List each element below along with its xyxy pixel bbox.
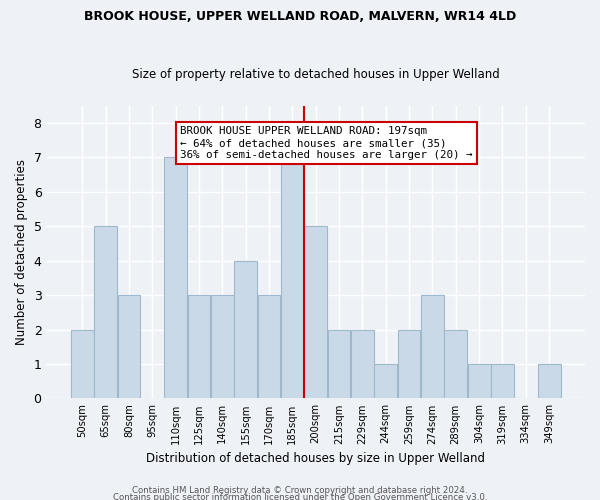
Text: Contains HM Land Registry data © Crown copyright and database right 2024.: Contains HM Land Registry data © Crown c… bbox=[132, 486, 468, 495]
Bar bbox=[94, 226, 117, 398]
Bar bbox=[71, 330, 94, 398]
Title: Size of property relative to detached houses in Upper Welland: Size of property relative to detached ho… bbox=[132, 68, 500, 81]
Bar bbox=[188, 295, 211, 399]
Bar bbox=[281, 158, 304, 398]
Bar bbox=[257, 295, 280, 399]
Bar bbox=[491, 364, 514, 398]
Text: BROOK HOUSE, UPPER WELLAND ROAD, MALVERN, WR14 4LD: BROOK HOUSE, UPPER WELLAND ROAD, MALVERN… bbox=[84, 10, 516, 23]
Bar bbox=[118, 295, 140, 399]
Y-axis label: Number of detached properties: Number of detached properties bbox=[15, 159, 28, 345]
Bar bbox=[164, 158, 187, 398]
Bar bbox=[444, 330, 467, 398]
Bar bbox=[234, 260, 257, 398]
Text: Contains public sector information licensed under the Open Government Licence v3: Contains public sector information licen… bbox=[113, 494, 487, 500]
Bar bbox=[421, 295, 444, 399]
Bar bbox=[467, 364, 491, 398]
Bar bbox=[398, 330, 421, 398]
Bar bbox=[538, 364, 560, 398]
X-axis label: Distribution of detached houses by size in Upper Welland: Distribution of detached houses by size … bbox=[146, 452, 485, 465]
Bar bbox=[304, 226, 327, 398]
Bar bbox=[328, 330, 350, 398]
Bar bbox=[211, 295, 234, 399]
Bar bbox=[374, 364, 397, 398]
Bar bbox=[351, 330, 374, 398]
Text: BROOK HOUSE UPPER WELLAND ROAD: 197sqm
← 64% of detached houses are smaller (35): BROOK HOUSE UPPER WELLAND ROAD: 197sqm ←… bbox=[181, 126, 473, 160]
